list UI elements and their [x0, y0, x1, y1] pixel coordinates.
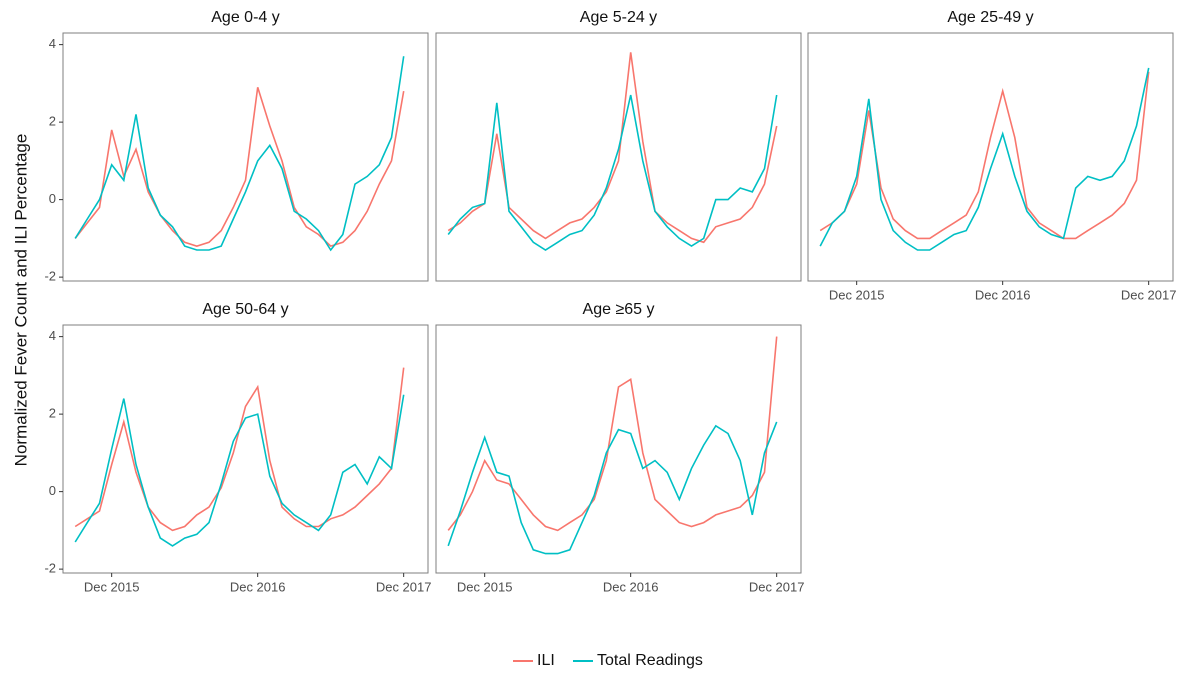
legend-label: ILI — [537, 652, 555, 669]
panel-border — [435, 32, 802, 282]
x-tick-label: Dec 2017 — [749, 579, 805, 594]
series-line — [447, 52, 778, 244]
series-line — [819, 67, 1150, 251]
y-tick-label: 4 — [49, 36, 56, 51]
x-tick-label: Dec 2017 — [376, 579, 432, 594]
y-tick-label: 0 — [49, 191, 56, 206]
panel-border — [62, 32, 429, 282]
panel-title: Age 25-49 y — [947, 9, 1033, 26]
legend-label: Total Readings — [597, 652, 703, 669]
series-line — [74, 394, 405, 547]
x-tick-label: Dec 2016 — [230, 579, 286, 594]
y-tick-label: 2 — [49, 114, 56, 129]
series-line — [447, 336, 778, 532]
x-tick-label: Dec 2015 — [84, 579, 140, 594]
series-line — [74, 87, 405, 248]
series-line — [447, 94, 778, 251]
series-line — [447, 421, 778, 555]
panel-border — [62, 324, 429, 574]
panel-title: Age 50-64 y — [202, 301, 288, 318]
x-tick-label: Dec 2015 — [829, 287, 885, 302]
y-tick-label: -2 — [44, 269, 56, 284]
panel-border — [807, 32, 1174, 282]
series-line — [819, 71, 1150, 240]
panel-border — [435, 324, 802, 574]
y-tick-label: -2 — [44, 561, 56, 576]
panel-title: Age ≥65 y — [583, 301, 655, 318]
y-tick-label: 4 — [49, 328, 56, 343]
y-axis-label: Normalized Fever Count and ILI Percentag… — [11, 134, 30, 467]
x-tick-label: Dec 2016 — [603, 579, 659, 594]
x-tick-label: Dec 2015 — [457, 579, 513, 594]
panel-title: Age 5-24 y — [580, 9, 657, 26]
x-tick-label: Dec 2016 — [975, 287, 1031, 302]
y-tick-label: 2 — [49, 406, 56, 421]
series-line — [74, 56, 405, 252]
x-tick-label: Dec 2017 — [1121, 287, 1177, 302]
y-tick-label: 0 — [49, 483, 56, 498]
panel-title: Age 0-4 y — [211, 9, 279, 26]
series-line — [74, 367, 405, 532]
